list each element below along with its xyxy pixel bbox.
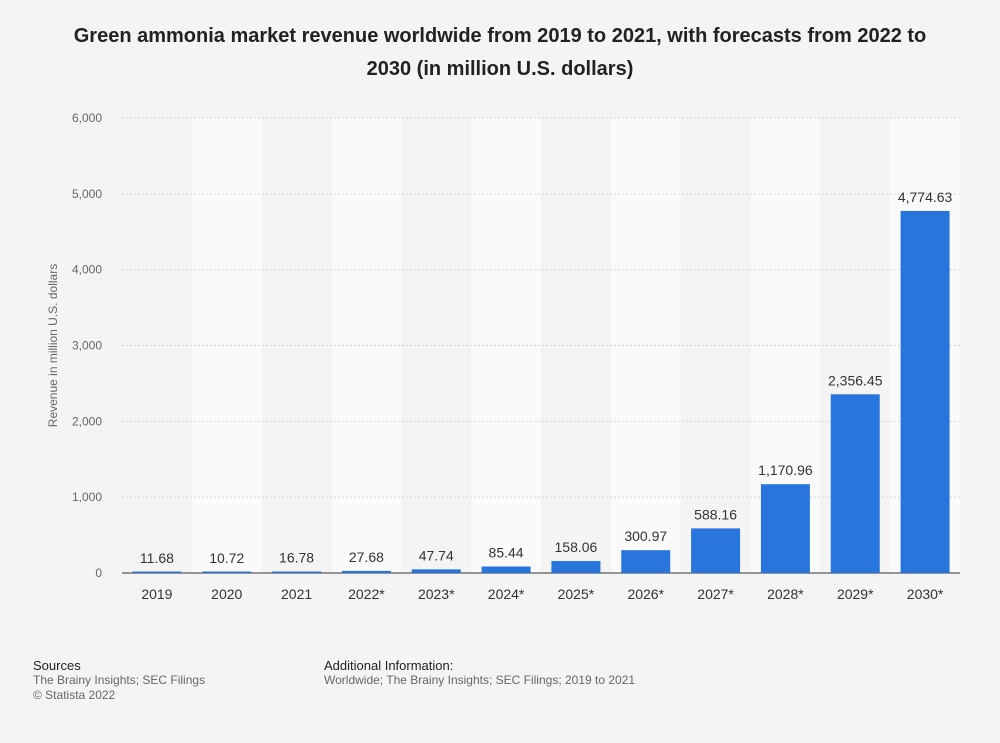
data-label: 16.78 [279,550,314,566]
bar [132,571,182,573]
x-tick-label: 2029* [837,586,874,602]
y-tick-label: 2,000 [72,414,102,428]
data-label: 588.16 [694,506,737,522]
bar [760,484,810,573]
y-tick-label: 5,000 [72,187,102,201]
bar [481,566,531,573]
y-axis-label: Revenue in million U.S. dollars [46,264,60,427]
bar [272,571,322,573]
data-label: 2,356.45 [828,372,883,388]
x-tick-label: 2028* [767,586,804,602]
x-tick-label: 2025* [558,586,595,602]
y-tick-label: 0 [95,566,102,580]
data-label: 1,170.96 [758,462,813,478]
sources-heading: Sources [33,658,81,673]
x-tick-label: 2021 [281,586,312,602]
bar [202,571,252,573]
data-label: 85.44 [489,545,524,561]
data-label: 158.06 [555,539,598,555]
bar [830,394,880,573]
sources-section: Sources The Brainy Insights; SEC Filings… [33,658,205,703]
x-tick-label: 2019 [141,586,172,602]
additional-info-text: Worldwide; The Brainy Insights; SEC Fili… [324,673,636,687]
y-tick-label: 4,000 [72,263,102,277]
data-label: 47.74 [419,547,454,563]
additional-info-section: Additional Information: Worldwide; The B… [324,658,635,688]
bar [691,528,741,573]
y-tick-label: 6,000 [72,111,102,125]
sources-line: The Brainy Insights; SEC Filings [33,673,206,687]
additional-info-heading: Additional Information: [324,658,454,673]
bar [551,561,601,573]
bar [411,569,461,573]
data-label: 4,774.63 [898,189,953,205]
x-tick-label: 2020 [211,586,242,602]
data-label: 27.68 [349,549,384,565]
bar-chart: 0 1,000 2,000 3,000 4,000 5,000 6,000 Revenue i… [46,111,960,602]
chart-title: Green ammonia market revenue worldwide f… [73,25,927,80]
x-tick-label: 2027* [697,586,734,602]
x-tick-label: 2023* [418,586,455,602]
y-tick-label: 3,000 [72,339,102,353]
data-label: 10.72 [209,550,244,566]
x-tick-label: 2026* [627,586,664,602]
data-label: 11.68 [140,550,174,566]
x-tick-label: 2030* [907,586,944,602]
x-tick-label: 2024* [488,586,525,602]
bar [900,210,950,573]
copyright-line: © Statista 2022 [33,688,116,702]
bar [621,550,671,573]
y-tick-label: 1,000 [72,490,102,504]
bar [341,570,391,573]
x-tick-label: 2022* [348,586,385,602]
data-label: 300.97 [624,528,667,544]
